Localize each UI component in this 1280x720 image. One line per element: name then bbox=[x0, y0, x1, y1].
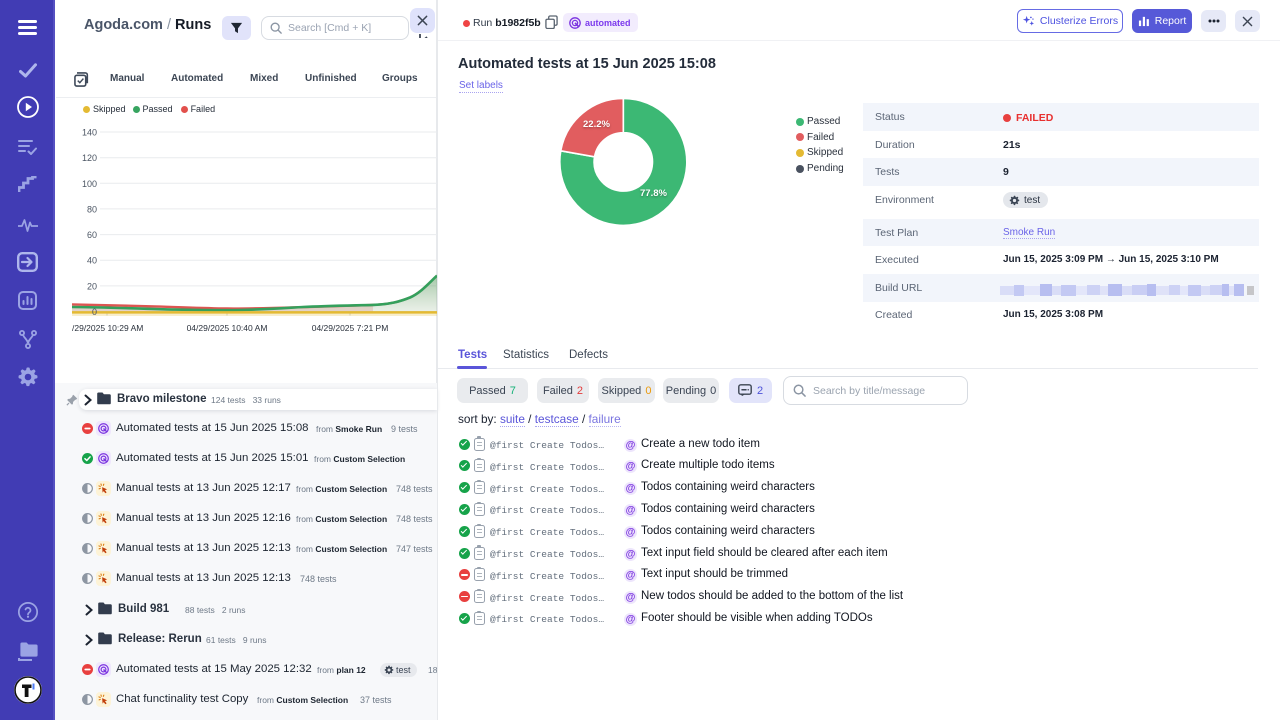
svg-text:0: 0 bbox=[92, 307, 97, 317]
svg-text:100: 100 bbox=[82, 179, 97, 189]
svg-text:/29/2025 10:29 AM: /29/2025 10:29 AM bbox=[72, 323, 143, 333]
svg-text:20: 20 bbox=[87, 281, 97, 291]
svg-text:04/29/2025 7:21 PM: 04/29/2025 7:21 PM bbox=[312, 323, 389, 333]
svg-text:120: 120 bbox=[82, 153, 97, 163]
svg-text:40: 40 bbox=[87, 256, 97, 266]
svg-text:80: 80 bbox=[87, 204, 97, 214]
svg-text:140: 140 bbox=[82, 128, 97, 138]
svg-text:04/29/2025 10:40 AM: 04/29/2025 10:40 AM bbox=[187, 323, 268, 333]
svg-text:60: 60 bbox=[87, 230, 97, 240]
